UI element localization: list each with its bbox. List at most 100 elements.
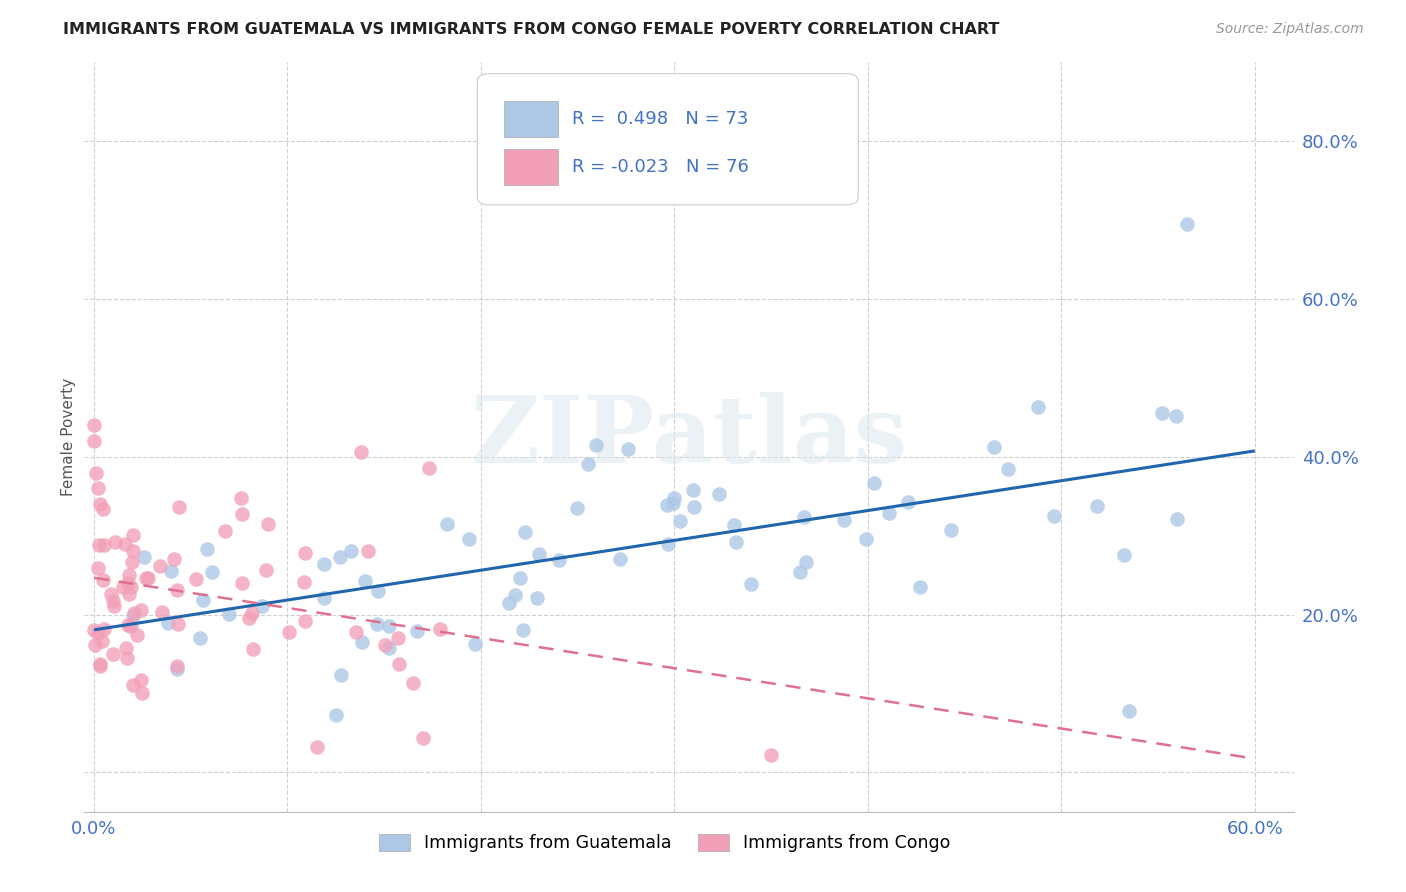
Point	[122, 606, 145, 620]
Point	[682, 500, 704, 514]
Point	[131, 603, 153, 617]
Y-axis label: Female Poverty: Female Poverty	[60, 378, 76, 496]
Point	[464, 637, 486, 651]
Point	[367, 584, 389, 599]
Point	[724, 534, 747, 549]
Point	[350, 634, 373, 648]
Point	[1026, 400, 1049, 414]
Point	[117, 575, 139, 590]
Point	[190, 632, 212, 646]
Point	[832, 513, 855, 527]
Point	[1150, 406, 1173, 420]
Point	[723, 518, 745, 533]
Point	[388, 657, 411, 672]
Point	[329, 550, 352, 565]
Point	[131, 673, 153, 688]
Point	[120, 580, 142, 594]
Point	[254, 563, 277, 577]
Point	[112, 581, 135, 595]
Point	[585, 438, 607, 452]
Text: R = -0.023   N = 76: R = -0.023 N = 76	[572, 159, 748, 177]
Point	[167, 500, 190, 515]
Point	[104, 534, 127, 549]
Point	[91, 502, 114, 516]
Point	[662, 496, 685, 510]
Point	[429, 622, 451, 636]
Point	[294, 546, 316, 560]
Point	[436, 517, 458, 532]
Point	[349, 444, 371, 458]
Point	[793, 509, 815, 524]
Point	[160, 564, 183, 578]
Point	[83, 639, 105, 653]
Point	[682, 483, 704, 497]
Point	[512, 624, 534, 638]
Point	[115, 640, 138, 655]
Point	[387, 632, 409, 646]
Point	[87, 481, 110, 495]
Point	[1166, 512, 1188, 526]
Point	[101, 593, 124, 607]
Point	[121, 556, 143, 570]
Point	[325, 707, 347, 722]
Point	[378, 618, 401, 632]
Point	[340, 543, 363, 558]
Point	[149, 558, 172, 573]
Point	[526, 591, 548, 605]
Point	[458, 532, 481, 546]
Point	[305, 739, 328, 754]
Point	[83, 418, 105, 433]
Point	[121, 678, 143, 692]
Point	[125, 628, 148, 642]
Point	[195, 541, 218, 556]
Point	[509, 571, 531, 585]
Point	[515, 524, 537, 539]
FancyBboxPatch shape	[503, 149, 558, 186]
Point	[103, 647, 125, 661]
Point	[374, 638, 396, 652]
Point	[863, 476, 886, 491]
Point	[314, 558, 336, 572]
Point	[294, 614, 316, 628]
Point	[193, 593, 215, 607]
Point	[250, 599, 273, 613]
Point	[231, 576, 253, 591]
Point	[93, 622, 115, 636]
Point	[789, 566, 811, 580]
Point	[166, 582, 188, 597]
Point	[740, 576, 762, 591]
Point	[242, 642, 264, 657]
Point	[609, 551, 631, 566]
Point	[983, 440, 1005, 454]
Point	[498, 597, 520, 611]
Point	[1042, 508, 1064, 523]
Point	[1114, 548, 1136, 562]
Point	[418, 461, 440, 475]
Point	[84, 466, 107, 480]
FancyBboxPatch shape	[478, 74, 858, 205]
Point	[166, 617, 188, 632]
Point	[664, 491, 686, 505]
Point	[87, 538, 110, 552]
Point	[939, 524, 962, 538]
Point	[231, 507, 253, 521]
Point	[83, 434, 105, 448]
Point	[1166, 409, 1188, 424]
Point	[329, 668, 352, 682]
Text: ZIPatlas: ZIPatlas	[471, 392, 907, 482]
Point	[166, 662, 188, 676]
Point	[100, 586, 122, 600]
Point	[256, 516, 278, 531]
Point	[292, 575, 315, 590]
Point	[200, 565, 222, 579]
Point	[357, 543, 380, 558]
Legend: Immigrants from Guatemala, Immigrants from Congo: Immigrants from Guatemala, Immigrants fr…	[373, 827, 957, 859]
Point	[402, 676, 425, 690]
Point	[186, 572, 208, 586]
Point	[93, 538, 115, 552]
Point	[89, 497, 111, 511]
Point	[131, 686, 153, 700]
Point	[103, 599, 125, 613]
Point	[759, 747, 782, 762]
Point	[565, 501, 588, 516]
